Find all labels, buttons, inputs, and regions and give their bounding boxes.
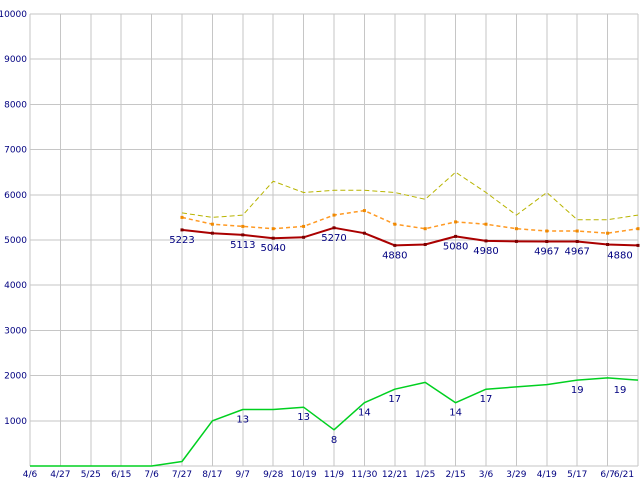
orange-dashed-marker bbox=[484, 222, 488, 226]
red-main-data-label: 4980 bbox=[473, 246, 498, 257]
x-axis-tick-label: 11/9 bbox=[324, 470, 344, 480]
x-axis-tick-label: 6/21 bbox=[614, 470, 634, 480]
orange-dashed-marker bbox=[393, 222, 397, 226]
green-count-data-label: 17 bbox=[388, 394, 401, 405]
series-orange-dashed bbox=[181, 209, 639, 234]
x-axis-tick-label: 9/7 bbox=[236, 470, 250, 480]
series-green-count bbox=[30, 377, 639, 467]
green-count-data-label: 8 bbox=[331, 435, 337, 446]
orange-dashed-marker bbox=[514, 227, 518, 231]
x-axis-tick-label: 4/6 bbox=[23, 470, 38, 480]
red-main-marker bbox=[210, 231, 214, 235]
red-main-marker bbox=[423, 243, 427, 246]
green-count-data-label: 13 bbox=[297, 412, 310, 423]
red-main-data-label: 4967 bbox=[564, 246, 589, 257]
y-axis-tick-label: 5000 bbox=[4, 236, 27, 246]
x-axis-tick-label: 9/28 bbox=[263, 470, 283, 480]
orange-dashed-marker bbox=[454, 220, 458, 224]
red-main-marker bbox=[302, 235, 306, 239]
y-axis-tick-label: 8000 bbox=[4, 100, 27, 110]
green-count-data-label: 13 bbox=[236, 415, 249, 426]
y-axis-tick-label: 1000 bbox=[4, 417, 27, 427]
red-main-data-label: 4880 bbox=[607, 250, 632, 261]
red-main-marker bbox=[545, 240, 549, 243]
red-main-marker bbox=[180, 228, 184, 232]
y-axis-tick-label: 4000 bbox=[4, 281, 27, 291]
green-count-data-label: 19 bbox=[571, 385, 584, 396]
red-main-data-label: 5080 bbox=[443, 241, 468, 252]
red-main-data-label: 5270 bbox=[321, 233, 346, 244]
orange-dashed-marker bbox=[545, 229, 549, 233]
x-axis-tick-label: 5/17 bbox=[567, 470, 587, 480]
x-axis-tick-label: 2/15 bbox=[445, 470, 465, 480]
green-count-data-label: 19 bbox=[614, 385, 627, 396]
x-axis-tick-label: 8/17 bbox=[202, 470, 222, 480]
orange-dashed-marker bbox=[241, 224, 245, 228]
x-axis-tick-label: 6/7 bbox=[600, 470, 614, 480]
orange-dashed-marker bbox=[332, 213, 336, 217]
x-axis-tick-label: 11/30 bbox=[351, 470, 377, 480]
x-axis-tick-label: 1/25 bbox=[415, 470, 435, 480]
red-main-marker bbox=[454, 234, 458, 238]
red-main-data-label: 5113 bbox=[230, 240, 255, 251]
y-axis-tick-label: 7000 bbox=[4, 146, 27, 156]
green-count-data-label: 14 bbox=[449, 408, 462, 419]
x-axis-tick-label: 3/6 bbox=[479, 470, 494, 480]
series-olive-dashed bbox=[181, 171, 639, 221]
x-axis-tick-label: 12/21 bbox=[382, 470, 408, 480]
red-main-marker bbox=[606, 243, 610, 246]
orange-dashed-marker bbox=[362, 209, 366, 213]
red-main-marker bbox=[271, 236, 275, 240]
green-count-data-label: 14 bbox=[358, 408, 371, 419]
red-main-marker bbox=[241, 233, 245, 237]
red-main-marker bbox=[362, 231, 366, 235]
red-main-marker bbox=[332, 226, 336, 230]
red-main-data-label: 5040 bbox=[260, 243, 285, 254]
orange-dashed-marker bbox=[180, 215, 184, 219]
y-axis-tick-label: 6000 bbox=[4, 191, 27, 201]
x-axis-tick-label: 7/6 bbox=[144, 470, 159, 480]
x-axis-tick-label: 7/27 bbox=[172, 470, 192, 480]
orange-dashed-marker bbox=[423, 227, 427, 231]
red-main-data-label: 4967 bbox=[534, 246, 559, 257]
x-axis-tick-label: 5/25 bbox=[81, 470, 101, 480]
x-axis-tick-label: 4/19 bbox=[537, 470, 557, 480]
orange-dashed-marker bbox=[636, 227, 640, 231]
y-axis-tick-label: 10000 bbox=[0, 10, 27, 20]
red-main-marker bbox=[484, 239, 488, 243]
y-axis-tick-label: 2000 bbox=[4, 372, 27, 382]
y-axis-tick-label: 3000 bbox=[4, 326, 27, 336]
green-count-data-label: 17 bbox=[480, 394, 493, 405]
red-main-marker bbox=[575, 240, 579, 243]
y-axis-tick-label: 9000 bbox=[4, 55, 27, 65]
x-axis-tick-label: 4/27 bbox=[50, 470, 70, 480]
x-axis-tick-label: 10/19 bbox=[291, 470, 317, 480]
red-main-marker bbox=[393, 243, 397, 247]
red-main-marker bbox=[514, 239, 518, 243]
orange-dashed-marker bbox=[302, 224, 306, 228]
orange-dashed-marker bbox=[575, 229, 579, 233]
series-red-main bbox=[181, 226, 639, 247]
orange-dashed-marker bbox=[210, 222, 214, 226]
x-axis-tick-label: 3/29 bbox=[506, 470, 526, 480]
orange-dashed-marker bbox=[271, 227, 275, 231]
orange-dashed-marker bbox=[606, 231, 610, 235]
red-main-data-label: 4880 bbox=[382, 250, 407, 261]
red-main-data-label: 5223 bbox=[169, 235, 194, 246]
red-main-marker bbox=[636, 243, 640, 247]
x-axis-tick-label: 6/15 bbox=[111, 470, 131, 480]
